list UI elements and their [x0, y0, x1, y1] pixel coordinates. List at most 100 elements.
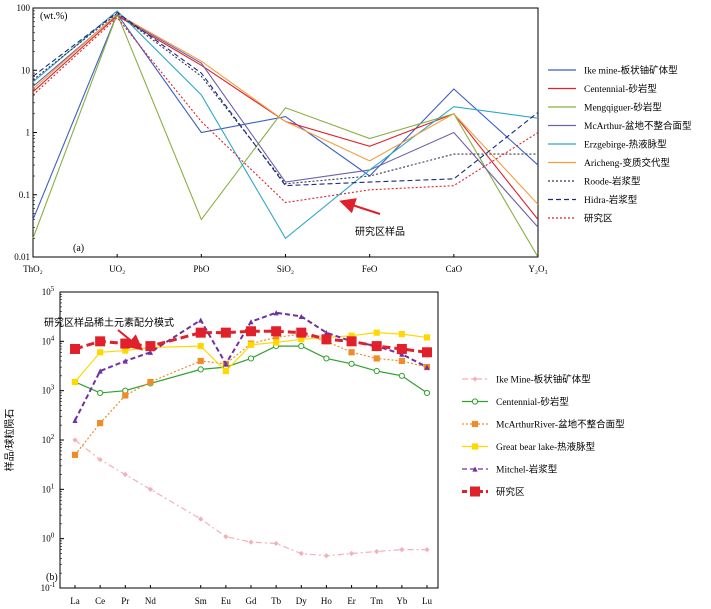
panel-a-annotation: 研究区样品 — [339, 198, 405, 238]
b-point — [223, 361, 229, 367]
a-series-line-2 — [32, 12, 539, 258]
panel-b-label: (b) — [46, 572, 58, 583]
b-point — [97, 349, 104, 356]
b-point — [95, 336, 106, 347]
b-xtick-label: Ce — [95, 596, 105, 606]
a-xtick-label: CaO — [446, 264, 463, 274]
a-legend-label: Mengqiguer-砂岩型 — [584, 102, 662, 114]
a-ytick-label: 100 — [17, 3, 31, 13]
panel-b: 10-1 100 101 102 103 104 105 La Ce Pr Nd Sm Eu Gd Tb D… — [3, 285, 625, 606]
panel-b-x-ticks: La Ce Pr Nd Sm Eu Gd Tb Dy Ho Er Tm Yb Lu — [70, 585, 432, 606]
b-point — [374, 548, 380, 555]
b-point — [71, 378, 79, 386]
b-point — [147, 378, 154, 386]
b-xtick-label: Sm — [195, 596, 207, 606]
b-series-line — [74, 311, 428, 421]
b-point — [371, 341, 382, 352]
b-xtick-label: Ho — [321, 596, 332, 606]
b-legend-label: 研究区 — [496, 486, 525, 498]
a-series-line-5 — [32, 13, 539, 205]
b-legend-label: McArthurRiver-盆地不整合面型 — [496, 419, 625, 431]
b-point — [197, 357, 204, 365]
b-point — [298, 313, 304, 320]
a-legend-label: Ike mine-板状铀矿体型 — [584, 65, 678, 77]
b-point — [122, 358, 128, 364]
b-point — [348, 360, 355, 367]
a-legend-label: McArthur-盆地不整合面型 — [584, 120, 692, 132]
b-point — [223, 534, 229, 540]
a-xtick-label: Y₂O₃ — [528, 264, 547, 274]
a-xtick-label: FeO — [362, 264, 378, 274]
b-series-line — [74, 333, 428, 456]
a-legend-label: Roode-岩浆型 — [584, 176, 641, 188]
b-point — [471, 398, 479, 405]
b-point — [97, 420, 104, 427]
panel-b-ylabel: 样品/球粒陨石 — [3, 409, 16, 472]
a-series-line-6 — [32, 12, 538, 185]
panel-a-legend: Ike mine-板状铀矿体型 Centennial-砂岩型 Mengqiguer-… — [548, 65, 692, 225]
b-point — [321, 334, 332, 345]
b-point — [271, 326, 282, 337]
a-series-line-1 — [32, 15, 539, 220]
b-ytick-label: 104 — [42, 334, 55, 346]
b-point — [273, 339, 280, 346]
b-ytick-label: 103 — [42, 384, 55, 396]
b-point — [97, 389, 104, 397]
b-xtick-label: Pr — [121, 596, 129, 606]
b-point — [97, 457, 103, 463]
panel-b-y-ticks: 10-1 100 101 102 103 104 105 — [41, 285, 64, 593]
b-point — [423, 334, 431, 341]
a-legend-label: 研究区 — [584, 213, 613, 225]
b-xtick-label: Tm — [370, 596, 383, 606]
annotation-text: 研究区样品 — [355, 225, 405, 238]
panel-a-plot-area — [32, 7, 539, 258]
b-point — [298, 343, 305, 350]
b-point — [97, 368, 103, 374]
a-ytick-label: 1 — [26, 128, 31, 138]
a-legend-label: Aricheng-变质交代型 — [584, 157, 671, 169]
b-point — [122, 347, 129, 354]
b-point — [198, 516, 204, 522]
panel-b-frame — [59, 291, 439, 589]
b-point — [422, 347, 432, 358]
b-point — [197, 343, 204, 350]
b-series-line — [74, 345, 428, 394]
b-point — [220, 327, 231, 338]
a-series-line-7 — [32, 11, 539, 187]
a-xtick-label: ThO₂ — [23, 264, 43, 274]
b-point — [72, 417, 78, 423]
b-point — [373, 367, 380, 375]
b-point — [471, 443, 479, 450]
b-point — [424, 547, 430, 553]
b-point — [424, 364, 430, 370]
a-legend-label: Hidra-岩浆型 — [584, 194, 638, 206]
panel-a-frame — [32, 7, 539, 258]
a-legend-label: Centennial-砂岩型 — [584, 83, 657, 95]
a-xtick-label: PbO — [193, 264, 210, 274]
panel-a: (wt.%) (a) 0.01 0.1 1 10 100 ThO₂ UO₂ PbO SiO₂ F… — [14, 3, 692, 274]
annotation-b-arrow — [117, 329, 144, 351]
b-point — [247, 341, 255, 348]
b-ytick-label: 101 — [42, 482, 55, 494]
b-point — [398, 357, 405, 365]
b-xtick-label: Lu — [422, 596, 432, 606]
a-xtick-label: UO₂ — [109, 264, 125, 274]
annotation-arrow — [339, 198, 381, 215]
panel-a-y-ticks: 0.01 0.1 1 10 100 — [14, 3, 37, 262]
b-point — [273, 540, 279, 547]
a-legend-label: Erzgebirge-热液脉型 — [584, 139, 667, 151]
a-ytick-label: 0.01 — [14, 252, 30, 262]
b-point — [373, 329, 380, 336]
b-point — [396, 343, 407, 354]
b-point — [122, 392, 129, 399]
b-point — [399, 351, 405, 357]
b-point — [198, 317, 204, 323]
b-point — [399, 547, 405, 553]
a-xtick-label: SiO₂ — [277, 264, 294, 274]
panel-a-label: (a) — [73, 243, 84, 254]
b-point — [398, 372, 405, 379]
b-point — [398, 331, 405, 338]
panel-b-legend: Ike Mine-板状铀矿体型 Centennial-砂岩型 McArthurRiv… — [462, 374, 625, 498]
b-legend-label: Mitchel-岩浆型 — [496, 464, 558, 476]
